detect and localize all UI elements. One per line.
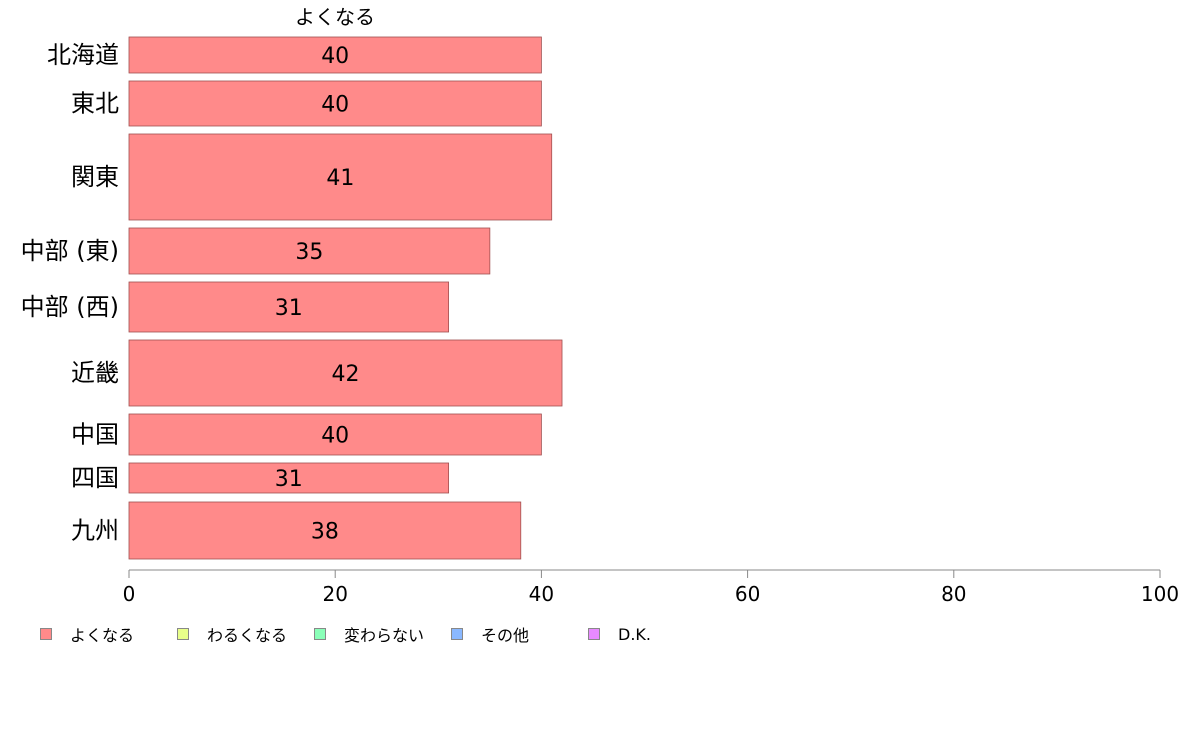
category-label-1: 北海道	[47, 41, 119, 69]
category-label-9: 九州	[71, 517, 119, 545]
category-label-7: 中国	[71, 421, 119, 449]
legend-swatch-3	[314, 628, 326, 640]
legend-swatch-5	[588, 628, 600, 640]
x-tick-label-3: 40	[529, 582, 554, 606]
legend-swatch-1	[40, 628, 52, 640]
legend-label-3: 変わらない	[344, 626, 425, 645]
data-label-6: 42	[332, 362, 360, 387]
bar-2	[128, 80, 542, 127]
legend-item-5: D.K.	[588, 622, 651, 646]
category-label-3: 関東	[71, 163, 119, 191]
legend-item-3: 変わらない	[314, 622, 424, 646]
legend-item-4: その他	[451, 622, 529, 646]
legend-label-4: その他	[481, 626, 530, 645]
bar-9	[128, 501, 522, 560]
category-label-2: 東北	[71, 90, 119, 118]
x-tick-label-4: 60	[735, 582, 760, 606]
x-tick-label-2: 20	[322, 582, 347, 606]
category-label-8: 四国	[71, 464, 119, 492]
legend-label-1: よくなる	[70, 626, 135, 645]
data-label-4: 35	[295, 240, 323, 265]
series-title: よくなる	[295, 5, 375, 29]
category-label-4: 中部 (東)	[21, 237, 119, 265]
bar-7	[128, 413, 542, 456]
legend-item-1: よくなる	[40, 622, 134, 646]
bar-6	[128, 339, 563, 407]
data-label-9: 38	[311, 520, 339, 545]
category-label-6: 近畿	[71, 359, 119, 387]
data-label-8: 31	[275, 467, 303, 492]
legend-swatch-4	[451, 628, 463, 640]
bar-1	[128, 36, 542, 74]
legend-item-2: わるくなる	[177, 622, 287, 646]
bar-4	[128, 227, 491, 275]
data-label-7: 40	[321, 424, 349, 449]
legend-label-2: わるくなる	[207, 626, 288, 645]
category-label-5: 中部 (西)	[21, 293, 119, 321]
x-tick-label-1: 0	[123, 582, 136, 606]
bar-5	[128, 281, 450, 333]
data-label-5: 31	[275, 296, 303, 321]
legend-label-5: D.K.	[618, 624, 651, 644]
data-label-2: 40	[321, 93, 349, 118]
legend: よくなる わるくなる 変わらない その他 D.K.	[0, 622, 1188, 646]
data-label-3: 41	[326, 166, 354, 191]
x-tick-label-5: 80	[941, 582, 966, 606]
bar-8	[128, 462, 450, 494]
x-tick-label-6: 100	[1141, 582, 1179, 606]
legend-swatch-2	[177, 628, 189, 640]
bar-chart: よくなる 北海道 40 東北 40 関東 41 中部 (東) 35 中部 (西) 31 近畿 42 中国…	[21, 5, 1179, 606]
bar-3	[128, 133, 553, 221]
data-label-1: 40	[321, 44, 349, 69]
